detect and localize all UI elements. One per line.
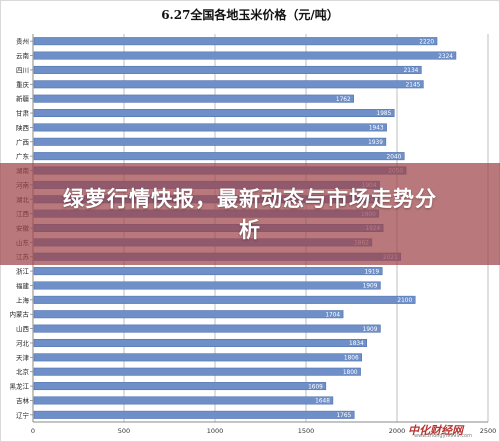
category-label: 甘肃: [16, 109, 30, 118]
bar-value-label: 2324: [438, 54, 453, 60]
bar: [33, 123, 387, 132]
category-label: 云南: [16, 51, 30, 60]
bar: [33, 410, 355, 419]
x-tick-label: 0: [31, 427, 35, 435]
bar: [33, 396, 334, 405]
category-label: 广东: [16, 152, 30, 161]
bar-value-label: 1919: [364, 269, 379, 275]
bar-value-label: 1800: [343, 370, 358, 376]
bar: [33, 281, 381, 290]
bar-value-label: 1704: [325, 312, 340, 318]
category-label: 内蒙古: [10, 310, 30, 319]
x-tick-label: 500: [118, 427, 130, 435]
bar: [33, 338, 368, 347]
bar: [33, 37, 438, 46]
watermark-url: www.zhongyi9999.com: [414, 433, 472, 439]
bar-value-label: 1648: [315, 399, 330, 405]
x-tick-label: 2000: [389, 427, 406, 435]
bar: [33, 324, 381, 333]
bar: [33, 51, 457, 60]
bar-value-label: 1609: [308, 384, 323, 390]
category-label: 山西: [16, 324, 30, 333]
watermark-logo: 中化财经网: [408, 424, 463, 437]
bar-value-label: 1985: [377, 111, 392, 117]
bar: [33, 137, 387, 146]
bar-value-label: 1939: [368, 140, 383, 146]
bar: [33, 295, 416, 304]
bar: [33, 267, 383, 276]
bar: [33, 367, 361, 376]
bar-value-label: 2220: [419, 39, 434, 45]
bar-value-label: 1943: [369, 126, 384, 132]
headline-banner: [0, 163, 500, 265]
bar: [33, 382, 327, 391]
bar-value-label: 1806: [344, 356, 359, 362]
category-label: 吉林: [16, 396, 30, 405]
category-label: 重庆: [16, 80, 30, 89]
bar-value-label: 1909: [363, 284, 378, 290]
x-tick-label: 1500: [298, 427, 315, 435]
x-tick-label: 2500: [480, 427, 497, 435]
bar: [33, 353, 362, 362]
bar: [33, 310, 344, 319]
category-label: 广西: [16, 137, 30, 146]
category-label: 河北: [16, 339, 30, 347]
chart-title: 6.27全国各地玉米价格（元/吨）: [161, 8, 339, 22]
bar-value-label: 2040: [387, 154, 402, 160]
category-label: 上海: [16, 295, 30, 304]
category-label: 陕西: [16, 123, 30, 132]
category-label: 四川: [16, 66, 29, 74]
category-label: 北京: [16, 367, 30, 376]
headline-line-2: 析: [239, 218, 261, 242]
bar-value-label: 1834: [349, 341, 364, 347]
category-label: 辽宁: [16, 410, 30, 419]
bar: [33, 65, 422, 74]
headline-line-1: 绿萝行情快报，最新动态与市场走势分: [63, 187, 437, 211]
category-label: 黑龙江: [10, 382, 30, 391]
bar: [33, 80, 424, 89]
bar-value-label: 2100: [397, 298, 412, 304]
category-label: 福建: [16, 281, 30, 290]
bar-value-label: 1762: [336, 97, 351, 103]
watermark: 中化财经网 www.zhongyi9999.com: [408, 420, 494, 440]
category-label: 浙江: [16, 267, 30, 276]
category-label: 天津: [16, 354, 30, 362]
bar-value-label: 1909: [363, 327, 378, 333]
bar: [33, 94, 354, 103]
bar-value-label: 2134: [404, 68, 419, 74]
bar: [33, 109, 395, 118]
category-label: 贵州: [16, 37, 29, 46]
headline-text[interactable]: 绿萝行情快报，最新动态与市场走势分 析: [0, 184, 500, 246]
bar-value-label: 1765: [336, 413, 351, 419]
x-tick-label: 1000: [207, 427, 224, 435]
bar: [33, 152, 405, 161]
category-label: 新疆: [16, 94, 30, 103]
bar-value-label: 2145: [406, 82, 421, 88]
